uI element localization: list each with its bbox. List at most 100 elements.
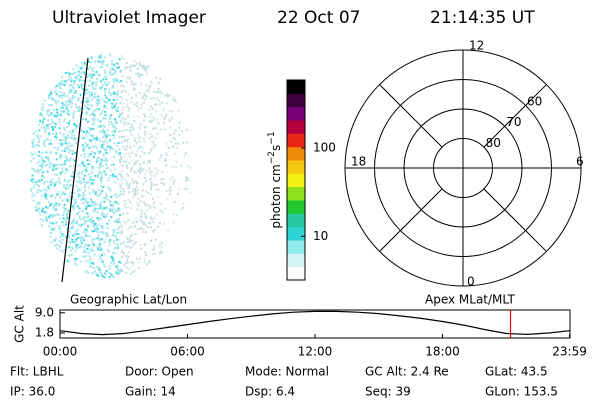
pixel	[72, 196, 74, 199]
pixel	[70, 80, 73, 83]
pixel	[129, 65, 132, 68]
date: 22 Oct 07	[277, 8, 360, 28]
pixel	[129, 246, 132, 249]
pixel	[75, 181, 78, 183]
pixel	[59, 132, 62, 135]
pixel	[113, 200, 116, 203]
pixel	[114, 130, 117, 133]
pixel	[59, 182, 62, 185]
pixel	[72, 247, 74, 250]
pixel	[125, 62, 128, 65]
pixel	[110, 105, 113, 108]
pixel	[150, 239, 152, 242]
pixel	[108, 241, 111, 244]
pixel	[45, 219, 48, 222]
pixel	[86, 159, 89, 162]
colorbar-cell	[287, 253, 305, 268]
pixel	[95, 102, 98, 104]
pixel	[88, 260, 91, 263]
pixel	[110, 256, 113, 259]
pixel	[158, 81, 161, 84]
pixel	[121, 165, 124, 167]
pixel	[67, 134, 69, 137]
pixel	[78, 172, 80, 175]
pixel	[96, 225, 99, 228]
pixel	[141, 221, 144, 224]
pixel	[90, 266, 93, 269]
pixel	[138, 126, 141, 129]
pixel	[97, 166, 100, 169]
pixel	[46, 113, 49, 115]
pixel	[97, 60, 100, 63]
pixel	[106, 222, 109, 225]
pixel	[101, 164, 104, 167]
pixel	[142, 228, 145, 230]
pixel	[102, 83, 105, 86]
right-label: Apex MLat/MLT	[425, 293, 515, 307]
pixel	[79, 177, 81, 180]
pixel	[57, 193, 60, 196]
pixel	[93, 204, 96, 206]
pixel	[49, 214, 52, 217]
pixel	[39, 112, 42, 114]
pixel	[109, 174, 112, 177]
pixel	[58, 203, 61, 206]
pixel	[138, 107, 141, 110]
pixel	[122, 57, 125, 60]
pixel	[140, 213, 143, 216]
pixel	[59, 81, 62, 84]
pixel	[63, 150, 66, 153]
pixel	[45, 197, 48, 200]
pixel	[136, 208, 139, 211]
pixel	[152, 127, 154, 130]
pixel	[111, 275, 114, 278]
pixel	[52, 215, 55, 218]
pixel	[86, 88, 89, 91]
pixel	[65, 223, 68, 226]
pixel	[113, 156, 116, 158]
pixel	[72, 208, 75, 211]
pixel	[128, 191, 131, 194]
pixel	[45, 156, 48, 159]
pixel	[60, 164, 63, 167]
pixel	[94, 145, 97, 148]
pixel	[148, 206, 151, 209]
pixel	[68, 75, 71, 78]
pixel	[92, 70, 94, 73]
pixel	[63, 84, 66, 87]
pixel	[133, 193, 136, 196]
pixel	[113, 65, 116, 68]
pixel	[150, 226, 152, 229]
pixel	[88, 159, 91, 162]
pixel	[104, 272, 107, 275]
pixel	[55, 84, 58, 87]
pixel	[148, 109, 151, 111]
pixel	[100, 248, 103, 251]
pixel	[89, 79, 92, 82]
pixel	[119, 95, 122, 98]
pixel	[100, 158, 103, 161]
pixel	[62, 191, 65, 194]
pixel	[72, 112, 75, 115]
pixel	[160, 171, 163, 174]
pixel	[54, 181, 57, 184]
pixel	[89, 139, 92, 142]
pixel	[106, 133, 109, 136]
pixel	[103, 253, 106, 256]
pixel	[31, 153, 34, 156]
pixel	[121, 182, 124, 185]
pixel	[80, 198, 82, 201]
pixel	[146, 159, 149, 162]
pixel	[135, 257, 138, 260]
pixel	[167, 147, 170, 150]
pixel	[54, 86, 57, 89]
pixel	[121, 231, 123, 234]
pixel	[94, 109, 97, 112]
pixel	[72, 68, 75, 71]
pixel	[120, 130, 123, 132]
pixel	[83, 156, 86, 159]
pixel	[103, 126, 106, 128]
colorbar-cell	[287, 213, 305, 228]
pixel	[182, 202, 185, 205]
pixel	[116, 247, 119, 249]
